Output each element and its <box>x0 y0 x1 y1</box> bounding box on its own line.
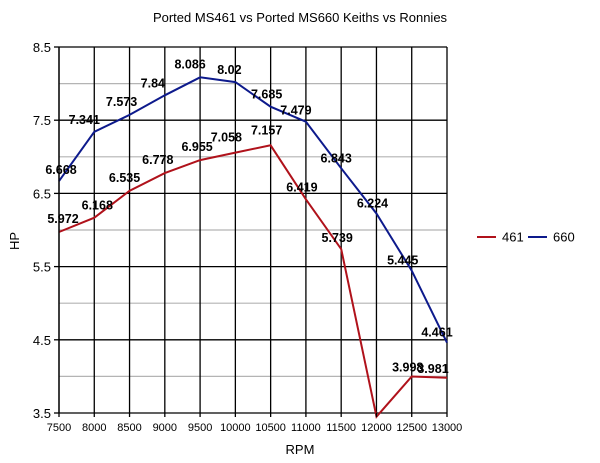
y-axis-label: HP <box>7 232 22 250</box>
x-tick-label: 8000 <box>82 422 106 434</box>
axes: 3.5 4.5 5.5 6.5 7.5 8.5 7500 8000 8500 9000 9500 10… <box>33 40 462 434</box>
data-label-461: 7.157 <box>251 123 282 137</box>
x-tick-label: 10000 <box>220 422 251 434</box>
data-label-461: 6.955 <box>181 140 212 154</box>
x-tick-label: 12500 <box>396 422 427 434</box>
data-label-461: 3.998 <box>392 361 423 375</box>
data-label-660: 6.843 <box>321 151 352 165</box>
data-label-660: 8.086 <box>174 57 205 71</box>
y-tick-label: 5.5 <box>33 260 51 275</box>
data-label-461: 7.058 <box>211 131 242 145</box>
data-label-461: 5.739 <box>322 231 353 245</box>
data-label-461: 3.981 <box>417 362 448 376</box>
data-label-660: 7.84 <box>141 76 165 90</box>
chart-title: Ported MS461 vs Ported MS660 Keiths vs R… <box>153 10 448 25</box>
series-lines <box>58 76 448 419</box>
y-tick-label: 4.5 <box>33 333 51 348</box>
data-label-660: 8.02 <box>217 63 241 77</box>
data-label-660: 7.341 <box>69 113 100 127</box>
data-label-461: 6.535 <box>109 171 140 185</box>
legend-label-461: 461 <box>502 230 524 245</box>
x-tick-label: 8500 <box>117 422 141 434</box>
data-label-461: 6.419 <box>286 180 317 194</box>
data-label-660: 7.479 <box>280 104 311 118</box>
data-label-660: 6.668 <box>45 163 76 177</box>
x-tick-label: 9000 <box>153 422 177 434</box>
data-label-660: 4.461 <box>421 326 452 340</box>
legend-label-660: 660 <box>553 230 575 245</box>
data-label-660: 7.573 <box>106 95 137 109</box>
x-tick-label: 7500 <box>47 422 71 434</box>
data-label-461: 5.972 <box>47 212 78 226</box>
x-tick-label: 13000 <box>432 422 463 434</box>
x-tick-label: 11500 <box>326 422 356 434</box>
data-label-461: 6.778 <box>142 153 173 167</box>
y-tick-label: 8.5 <box>33 40 51 55</box>
series-line-461 <box>58 144 448 419</box>
data-label-660: 7.685 <box>251 88 282 102</box>
y-tick-label: 3.5 <box>33 406 51 421</box>
data-label-660: 6.224 <box>357 197 388 211</box>
x-tick-label: 10500 <box>255 422 286 434</box>
x-axis-label: RPM <box>286 442 315 457</box>
data-label-461: 6.168 <box>82 199 113 213</box>
y-tick-label: 7.5 <box>33 113 51 128</box>
x-tick-label: 11000 <box>291 422 321 434</box>
series-line-660 <box>58 76 448 344</box>
y-tick-label: 6.5 <box>33 186 51 201</box>
legend: 461 660 <box>477 230 575 245</box>
x-tick-label: 12000 <box>361 422 392 434</box>
x-tick-label: 9500 <box>188 422 212 434</box>
data-label-660: 5.445 <box>387 254 418 268</box>
